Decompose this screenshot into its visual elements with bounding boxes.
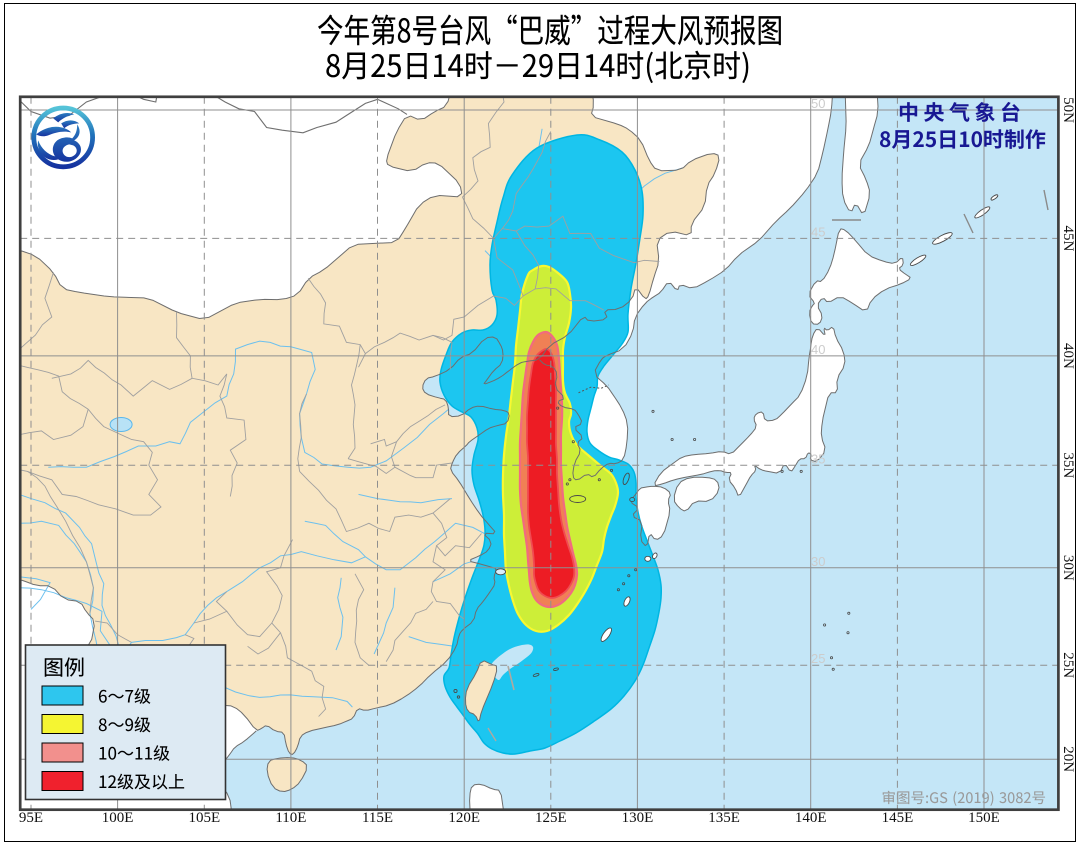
svg-text:120E: 120E — [448, 810, 480, 826]
svg-text:25: 25 — [811, 651, 825, 666]
svg-text:35: 35 — [811, 451, 825, 466]
svg-text:25N: 25N — [1060, 652, 1076, 678]
svg-text:125E: 125E — [535, 810, 567, 826]
svg-text:110E: 110E — [275, 810, 306, 826]
svg-text:50N: 50N — [1060, 97, 1076, 123]
svg-text:45: 45 — [811, 224, 825, 239]
svg-text:40: 40 — [811, 342, 825, 357]
svg-text:50: 50 — [811, 96, 825, 111]
svg-text:140E: 140E — [795, 810, 827, 826]
svg-text:30N: 30N — [1060, 555, 1076, 581]
svg-text:100E: 100E — [102, 810, 134, 826]
svg-text:105E: 105E — [188, 810, 220, 826]
svg-text:20N: 20N — [1060, 746, 1076, 772]
svg-text:130E: 130E — [622, 810, 654, 826]
svg-text:150E: 150E — [968, 810, 1000, 826]
svg-text:30: 30 — [811, 554, 825, 569]
svg-text:145E: 145E — [882, 810, 914, 826]
svg-text:115E: 115E — [362, 810, 393, 826]
svg-text:45N: 45N — [1060, 225, 1076, 251]
svg-text:95E: 95E — [19, 810, 43, 826]
svg-text:40N: 40N — [1060, 343, 1076, 369]
svg-text:35N: 35N — [1060, 452, 1076, 478]
svg-text:135E: 135E — [708, 810, 740, 826]
